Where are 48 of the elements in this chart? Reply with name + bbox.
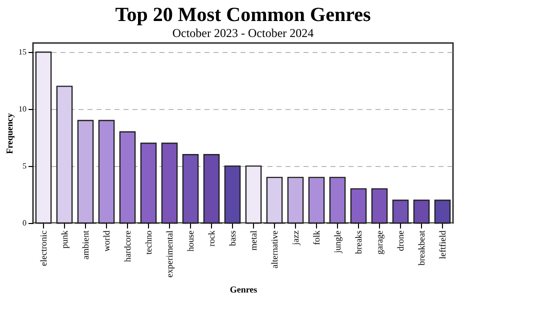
y-tick-label: 15 [18,48,26,57]
x-tick-label: rock [206,230,216,246]
x-tick-label: experimental [164,230,174,278]
y-tick-label: 10 [18,104,26,114]
y-axis-title: Frequency [4,112,14,154]
bar [413,200,430,224]
x-tick-label: jazz [290,230,300,246]
bar [119,131,136,224]
bar [56,86,73,224]
x-tick-label: alternative [270,230,280,268]
x-tick-label: jungle [332,230,342,254]
x-axis-title: Genres [230,284,258,294]
x-tick-label: hardcore [122,230,132,262]
x-tick-label: metal [248,230,258,250]
bar [308,176,325,224]
x-tick-label: leftfield [438,230,448,259]
x-tick-label: breaks [354,230,364,254]
chart-subtitle: October 2023 - October 2024 [172,26,314,40]
bar [98,120,115,224]
bar [203,154,220,224]
bar [350,188,367,224]
x-tick-label: garage [374,230,384,254]
bar [161,142,178,224]
x-tick-label: ambient [80,230,90,260]
bar [266,176,283,224]
x-tick-label: punk [60,230,70,248]
x-tick-label: breakbeat [416,230,426,266]
x-tick-label: house [186,230,196,252]
bar [35,52,52,224]
bar [182,154,199,224]
x-tick-label: drone [396,230,406,251]
x-tick-label: electronic [38,230,48,266]
bar [224,165,241,224]
bar [392,200,409,224]
bar [77,120,94,224]
chart-title: Top 20 Most Common Genres [115,4,371,26]
bar [140,142,157,224]
y-tick-label: 5 [22,162,26,171]
x-tick-label: techno [144,230,154,254]
x-tick-label: folk [312,230,322,245]
x-tick-label: world [102,230,112,252]
bar [287,176,304,224]
x-tick-label: bass [228,230,238,246]
y-tick-label: 0 [22,218,26,228]
bar [434,200,451,224]
bar [245,165,262,224]
bar [371,188,388,224]
bar [329,176,346,224]
